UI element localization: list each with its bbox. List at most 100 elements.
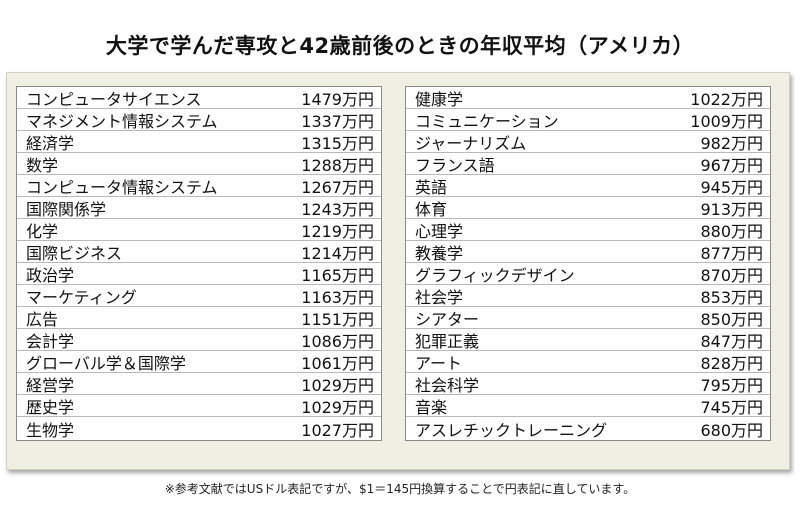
income-value: 1267万円 [301,177,374,197]
income-value: 880万円 [700,221,763,241]
major-name: 犯罪正義 [415,331,480,351]
table-row: コンピュータサイエンス 1479万円 [17,87,381,109]
table-row: 教養学 877万円 [406,241,770,263]
table-row: 社会学 853万円 [406,285,770,307]
income-value: 945万円 [700,177,763,197]
income-value: 1022万円 [690,89,763,109]
table-row: 犯罪正義 847万円 [406,329,770,351]
income-value: 877万円 [700,243,763,263]
income-value: 1219万円 [301,221,374,241]
table-panel: コンピュータサイエンス 1479万円マネジメント情報システム 1337万円経済学 13… [6,72,790,470]
table-row: 生物学 1027万円 [17,417,381,440]
major-name: 体育 [415,199,448,219]
income-value: 1027万円 [301,420,374,440]
major-name: 健康学 [415,89,464,109]
income-value: 1165万円 [301,265,374,285]
major-name: 数学 [26,155,59,175]
table-row: フランス語 967万円 [406,153,770,175]
income-value: 967万円 [700,155,763,175]
page-title: 大学で学んだ専攻と42歳前後のときの年収平均（アメリカ） [105,34,695,58]
income-value: 1029万円 [301,397,374,417]
income-value: 1163万円 [301,287,374,307]
income-value: 982万円 [700,133,763,153]
table-row: 政治学 1165万円 [17,263,381,285]
income-value: 1061万円 [301,353,374,373]
income-value: 828万円 [700,353,763,373]
major-name: アート [415,353,463,373]
table-row: ジャーナリズム 982万円 [406,131,770,153]
major-name: マネジメント情報システム [26,111,218,131]
major-name: 広告 [26,309,59,329]
income-value: 1029万円 [301,375,374,395]
major-name: シアター [415,309,480,329]
major-name: 社会学 [415,287,464,307]
major-name: 教養学 [415,243,464,263]
table-row: マネジメント情報システム 1337万円 [17,109,381,131]
major-name: コンピュータサイエンス [26,89,202,109]
major-name: 歴史学 [26,397,75,417]
table-row: グローバル学＆国際学 1061万円 [17,351,381,373]
major-name: グローバル学＆国際学 [26,353,186,373]
major-name: コンピュータ情報システム [26,177,218,197]
table-row: グラフィックデザイン 870万円 [406,263,770,285]
major-name: コミュニケーション [415,111,559,131]
major-name: 英語 [415,177,448,197]
major-name: 国際関係学 [26,199,107,219]
income-value: 913万円 [700,199,763,219]
table-row: アスレチックトレーニング 680万円 [406,417,770,440]
table-row: マーケティング 1163万円 [17,285,381,307]
income-value: 680万円 [700,420,763,440]
income-value: 795万円 [700,375,763,395]
table-row: 英語 945万円 [406,175,770,197]
income-value: 1243万円 [301,199,374,219]
table-row: 化学 1219万円 [17,219,381,241]
table-row: シアター 850万円 [406,307,770,329]
major-name: 生物学 [26,420,75,440]
table-row: 心理学 880万円 [406,219,770,241]
table-row: 歴史学 1029万円 [17,395,381,417]
income-value: 745万円 [700,397,763,417]
income-value: 1151万円 [301,309,374,329]
major-name: ジャーナリズム [415,133,527,153]
table-row: 体育 913万円 [406,197,770,219]
income-value: 1009万円 [690,111,763,131]
major-name: 国際ビジネス [26,243,123,263]
major-name: マーケティング [26,287,137,307]
income-value: 850万円 [700,309,763,329]
income-value: 870万円 [700,265,763,285]
major-name: 政治学 [26,265,75,285]
table-row: 経営学 1029万円 [17,373,381,395]
footnote: ※参考文献ではUSドル表記ですが、$1＝145円換算することで円表記に直していま… [164,482,636,496]
table-row: コミュニケーション 1009万円 [406,109,770,131]
major-name: 経営学 [26,375,75,395]
income-value: 1086万円 [301,331,374,351]
table-row: 国際ビジネス 1214万円 [17,241,381,263]
major-name: 音楽 [415,397,448,417]
income-value: 847万円 [700,331,763,351]
major-name: グラフィックデザイン [415,265,575,285]
major-name: 会計学 [26,331,75,351]
table-row: 広告 1151万円 [17,307,381,329]
table-row: 国際関係学 1243万円 [17,197,381,219]
right-income-table: 健康学 1022万円 コミュニケーション 1009万円 ジャーナリズム 982万円 フランス… [405,86,771,441]
major-name: アスレチックトレーニング [415,420,608,440]
income-value: 1337万円 [301,111,374,131]
table-row: 会計学 1086万円 [17,329,381,351]
table-row: 健康学 1022万円 [406,87,770,109]
major-name: 経済学 [26,133,75,153]
major-name: フランス語 [415,155,495,175]
income-value: 1214万円 [301,243,374,263]
major-name: 化学 [26,221,59,241]
left-income-table: コンピュータサイエンス 1479万円マネジメント情報システム 1337万円経済学 13… [16,86,382,441]
major-name: 心理学 [415,221,464,241]
table-row: 社会科学 795万円 [406,373,770,395]
income-value: 1315万円 [301,133,374,153]
table-row: コンピュータ情報システム 1267万円 [17,175,381,197]
table-row: 音楽 745万円 [406,395,770,417]
income-value: 853万円 [700,287,763,307]
table-row: 経済学 1315万円 [17,131,381,153]
table-row: アート 828万円 [406,351,770,373]
major-name: 社会科学 [415,375,480,395]
table-row: 数学 1288万円 [17,153,381,175]
income-value: 1479万円 [301,89,374,109]
